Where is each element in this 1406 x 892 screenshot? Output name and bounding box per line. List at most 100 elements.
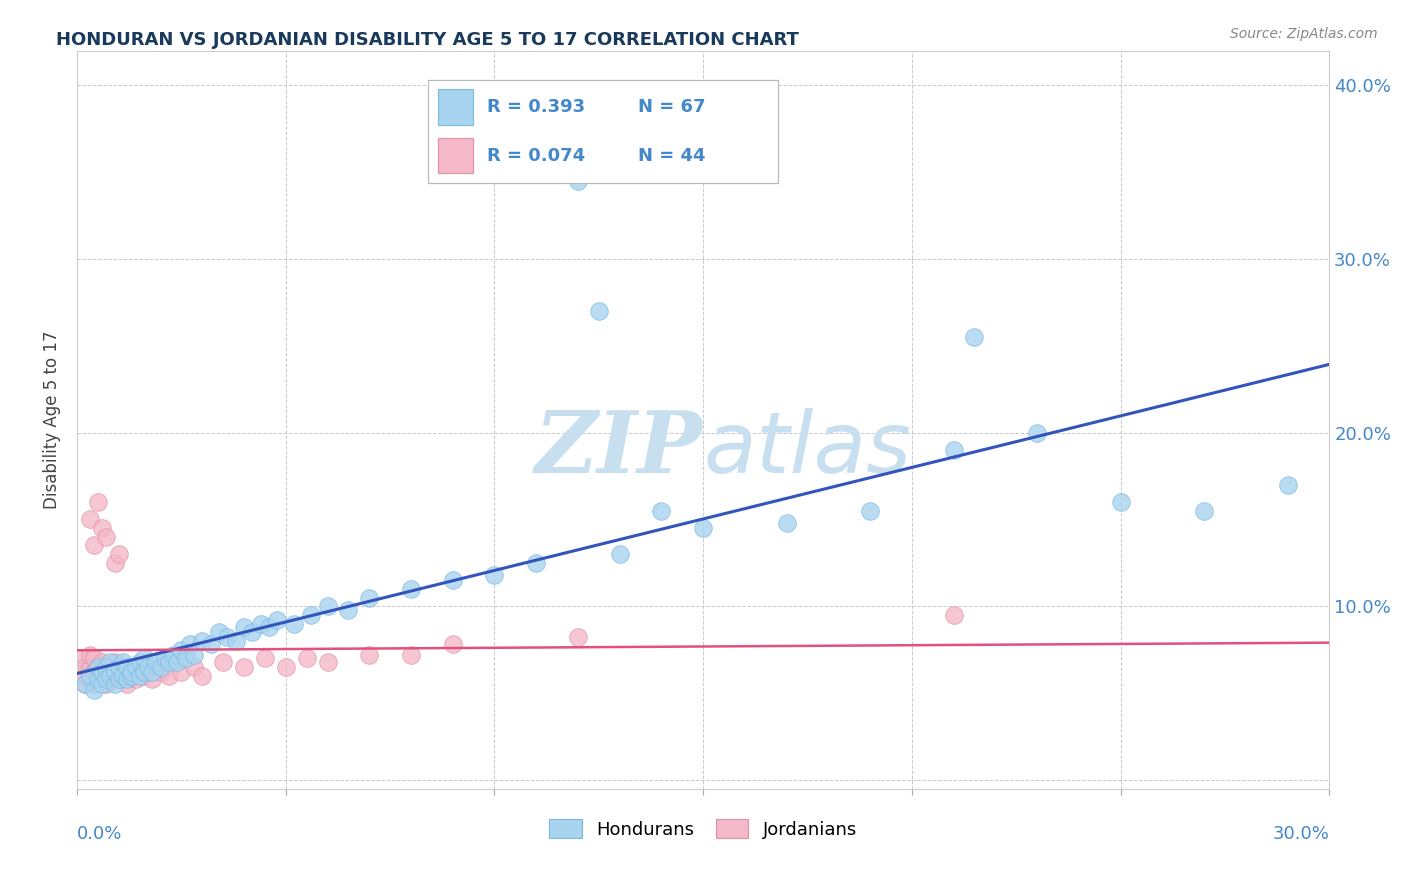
Point	[692, 521, 714, 535]
Point	[484, 568, 506, 582]
Point	[104, 655, 127, 669]
Point	[104, 556, 127, 570]
Point	[166, 655, 188, 669]
Point	[87, 660, 110, 674]
Point	[108, 547, 131, 561]
Point	[242, 625, 264, 640]
Text: 0.0%: 0.0%	[77, 825, 122, 844]
Point	[83, 665, 105, 680]
Point	[295, 651, 318, 665]
Point	[567, 174, 589, 188]
Point	[115, 660, 138, 674]
Point	[124, 672, 146, 686]
Point	[1192, 504, 1215, 518]
Point	[609, 547, 631, 561]
Point	[87, 495, 110, 509]
Point	[79, 668, 101, 682]
Point	[75, 660, 97, 674]
Point	[91, 665, 114, 680]
Point	[75, 677, 97, 691]
Point	[399, 648, 422, 662]
Point	[183, 648, 205, 662]
Point	[104, 677, 127, 691]
Point	[83, 677, 105, 691]
Point	[79, 660, 101, 674]
Point	[83, 539, 105, 553]
Point	[108, 660, 131, 674]
Point	[104, 665, 127, 680]
Point	[153, 651, 176, 665]
Point	[91, 668, 114, 682]
Point	[179, 637, 201, 651]
Point	[111, 672, 134, 686]
Point	[942, 607, 965, 622]
Point	[87, 672, 110, 686]
Point	[257, 620, 280, 634]
Point	[1026, 425, 1049, 440]
Point	[108, 672, 131, 686]
Point	[96, 672, 118, 686]
Point	[128, 665, 150, 680]
Point	[399, 582, 422, 596]
Point	[963, 330, 986, 344]
Point	[253, 651, 276, 665]
Point	[75, 677, 97, 691]
Point	[233, 620, 256, 634]
Point	[249, 616, 271, 631]
Point	[87, 672, 110, 686]
Point	[225, 634, 247, 648]
Legend: Hondurans, Jordanians: Hondurans, Jordanians	[543, 812, 865, 846]
Point	[283, 616, 305, 631]
Point	[149, 660, 172, 674]
Point	[191, 634, 214, 648]
Point	[87, 660, 110, 674]
Point	[200, 637, 222, 651]
Point	[157, 668, 180, 682]
Point	[441, 637, 464, 651]
Point	[183, 660, 205, 674]
Point	[233, 660, 256, 674]
Point	[588, 304, 610, 318]
Point	[441, 573, 464, 587]
Point	[316, 599, 339, 614]
Point	[91, 655, 114, 669]
Point	[111, 668, 134, 682]
Text: Source: ZipAtlas.com: Source: ZipAtlas.com	[1230, 27, 1378, 41]
Text: atlas: atlas	[703, 408, 911, 491]
Point	[100, 672, 122, 686]
Point	[191, 668, 214, 682]
Point	[115, 677, 138, 691]
Point	[115, 672, 138, 686]
Point	[96, 660, 118, 674]
Point	[128, 655, 150, 669]
Point	[337, 603, 360, 617]
Point	[316, 655, 339, 669]
Point	[1109, 495, 1132, 509]
Point	[108, 665, 131, 680]
Point	[124, 660, 146, 674]
Point	[174, 651, 197, 665]
Point	[149, 665, 172, 680]
Point	[212, 655, 235, 669]
Point	[132, 665, 155, 680]
Point	[170, 665, 193, 680]
Point	[70, 668, 93, 682]
Text: 30.0%: 30.0%	[1272, 825, 1329, 844]
Point	[266, 613, 288, 627]
Point	[859, 504, 882, 518]
Text: ZIP: ZIP	[536, 408, 703, 491]
Point	[567, 631, 589, 645]
Point	[120, 668, 142, 682]
Point	[79, 512, 101, 526]
Point	[274, 660, 297, 674]
Point	[132, 651, 155, 665]
Point	[83, 651, 105, 665]
Point	[157, 655, 180, 669]
Point	[217, 631, 239, 645]
Point	[136, 660, 159, 674]
Point	[70, 651, 93, 665]
Point	[145, 655, 167, 669]
Point	[162, 648, 184, 662]
Point	[96, 677, 118, 691]
Point	[104, 668, 127, 682]
